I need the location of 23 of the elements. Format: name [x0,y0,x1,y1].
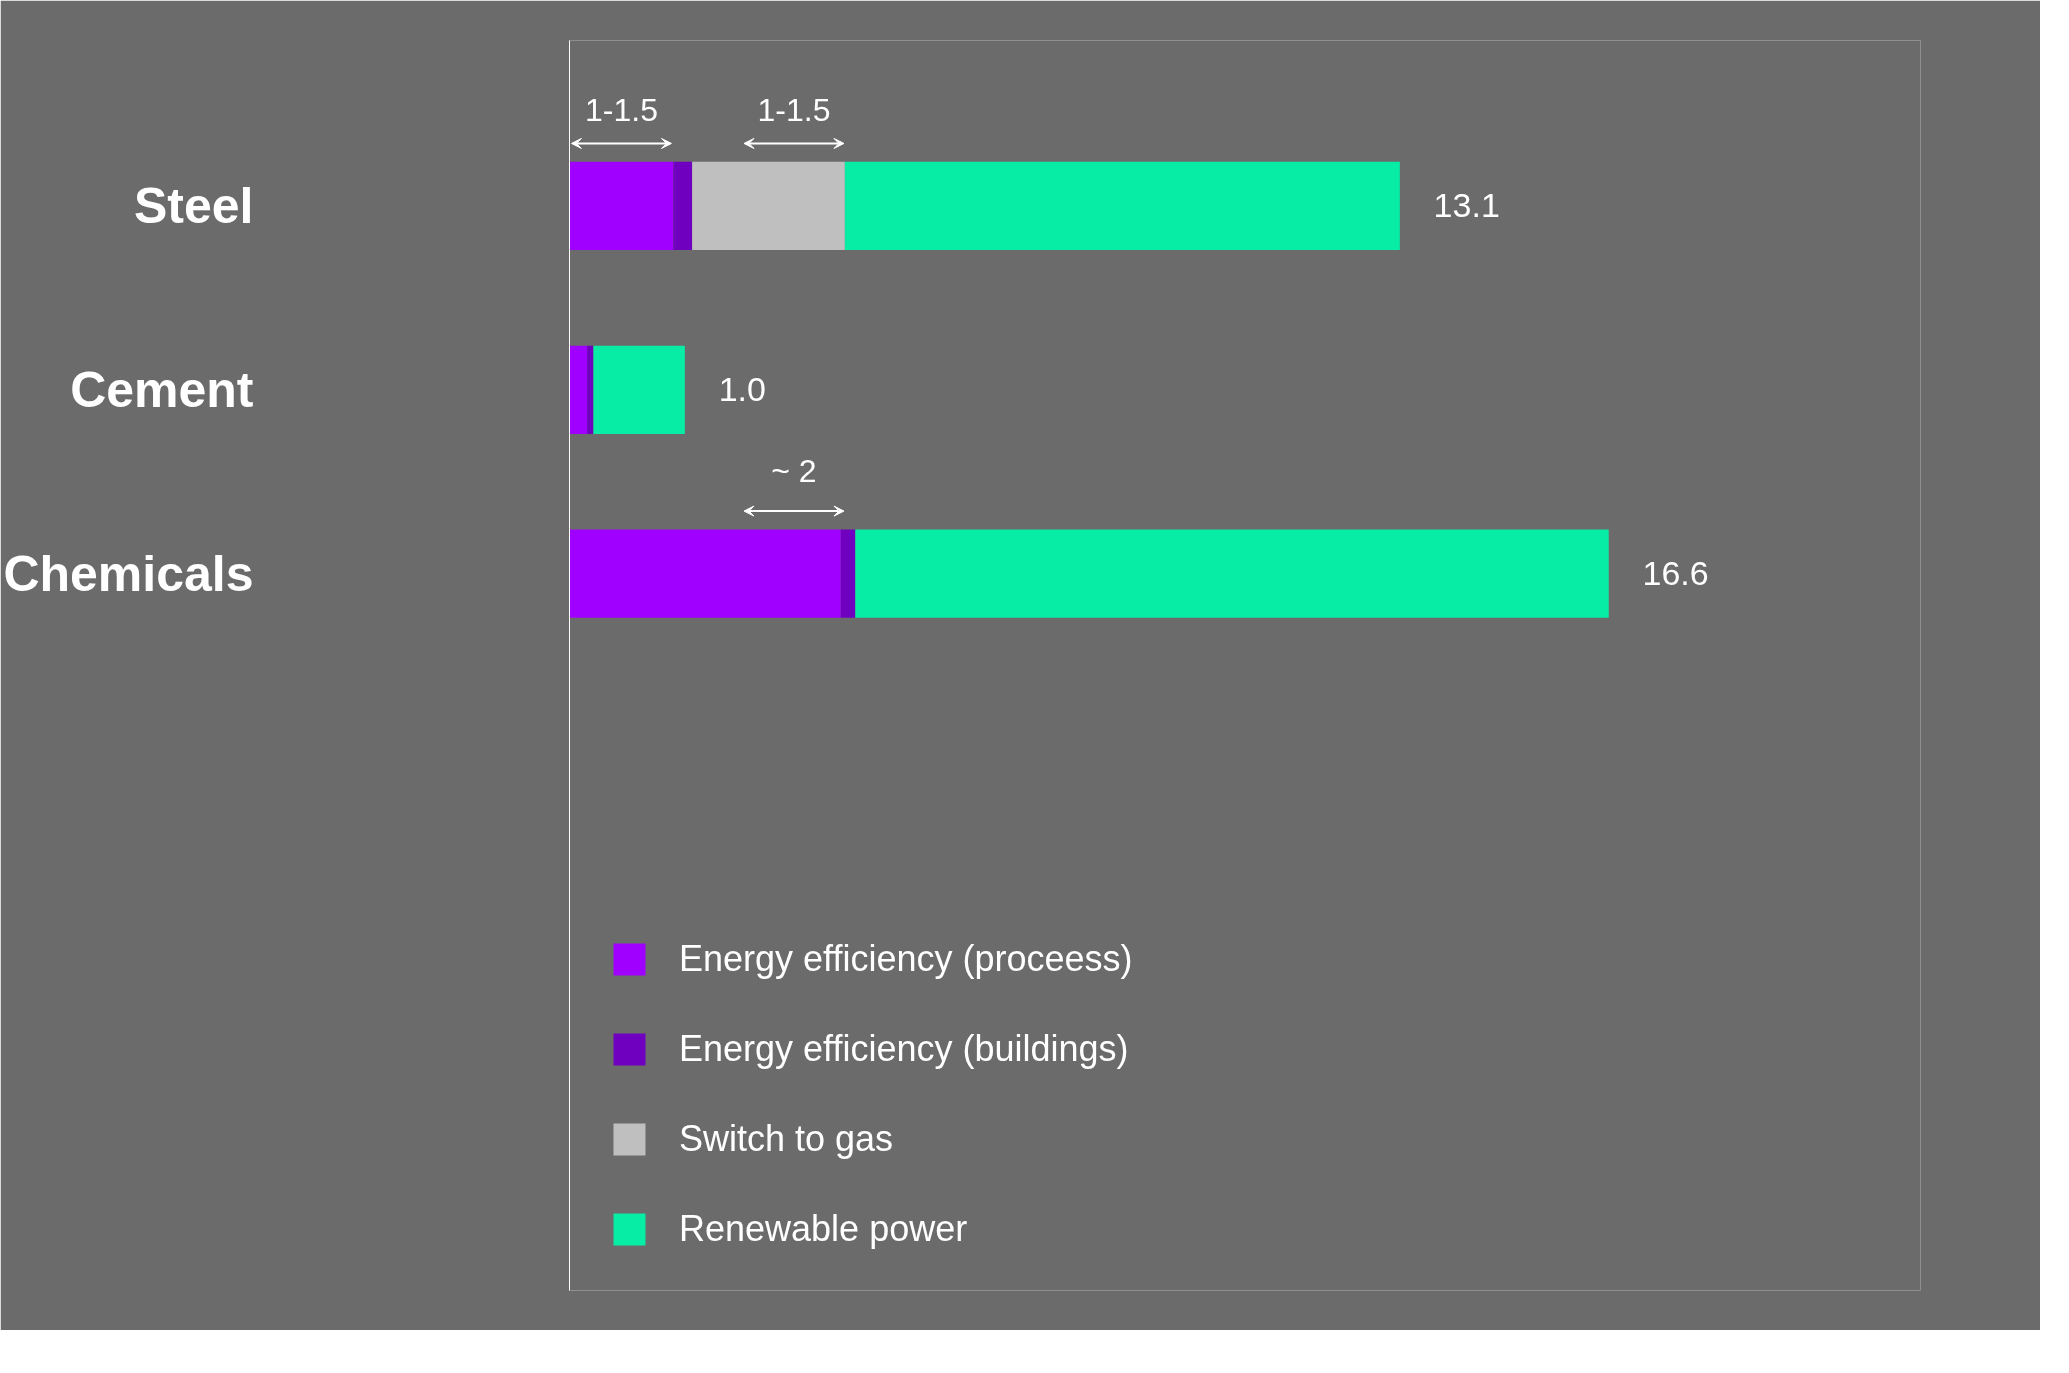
y-tick-label: Cement [70,361,254,418]
annotation: ~ 2 [771,453,817,490]
y-tick-label: Chemicals [3,545,254,602]
annotation: 1-1.5 [584,92,658,129]
bar [569,529,841,618]
legend-label: Energy efficiency (buildings) [679,1028,1129,1070]
bar [587,345,594,434]
bar [844,161,1400,251]
legend-label: Energy efficiency (proceess) [679,938,1133,980]
annotation: 16.6 [1642,554,1709,593]
bar [569,345,588,434]
annotation: 13.1 [1433,186,1500,225]
annotation: 1.0 [718,370,766,409]
bar [593,345,685,434]
y-tick-label: Steel [133,177,254,234]
bar [673,161,693,251]
bar [840,529,856,618]
annotation: 1-1.5 [757,92,831,129]
bar [692,161,845,251]
bar [569,161,674,251]
legend-label: Switch to gas [679,1118,894,1160]
bar [855,529,1609,618]
legend-label: Renewable power [679,1208,968,1250]
